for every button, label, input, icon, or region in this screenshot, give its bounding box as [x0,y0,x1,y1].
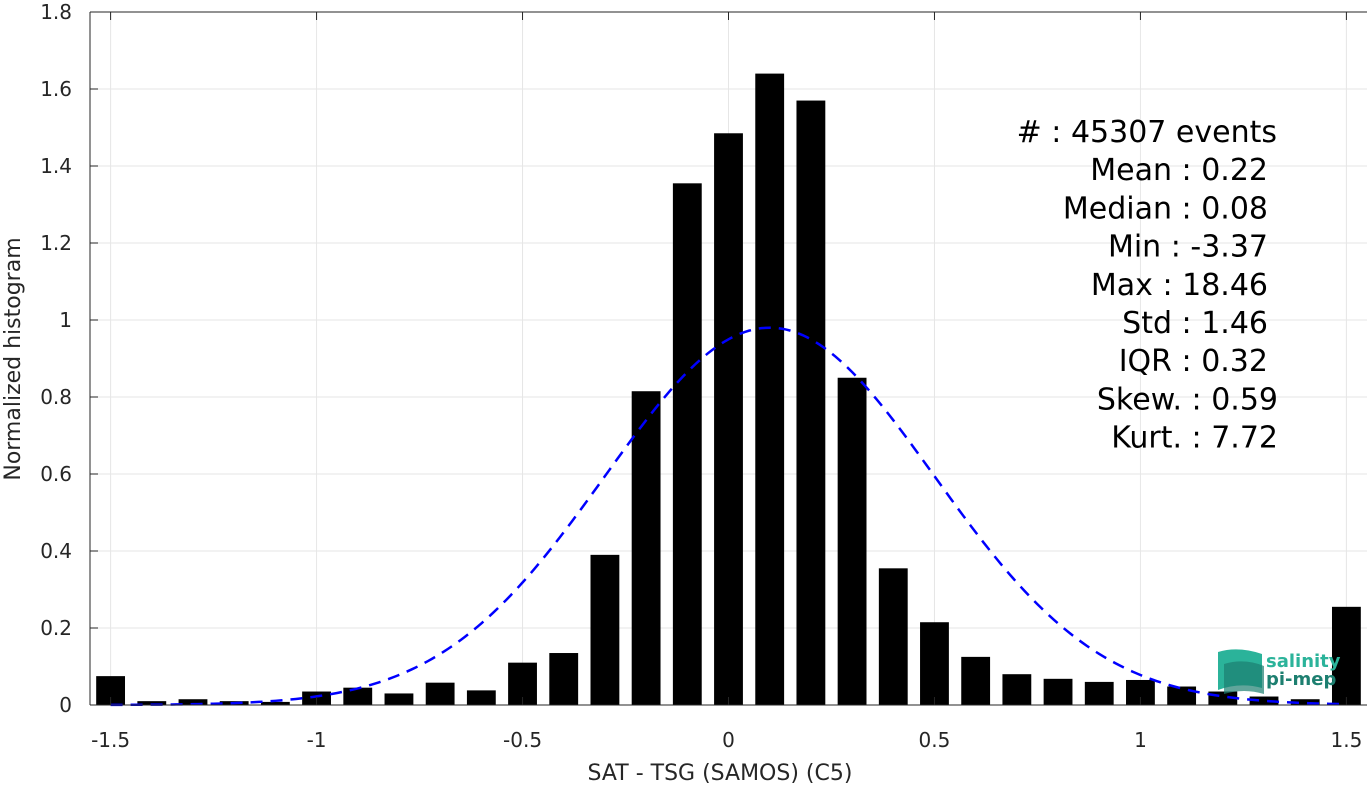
y-tick-label: 1 [59,308,72,332]
histogram-bar [425,682,455,705]
histogram-bar [672,183,702,705]
histogram-bar [549,653,579,705]
x-tick-label: 1.5 [1330,728,1362,752]
logo-text-line2: pi-mep [1266,669,1336,690]
stat-line: Skew. : 0.59 [1097,382,1278,417]
histogram-bar [631,391,661,705]
histogram-bar [178,699,208,705]
histogram-bar [590,554,620,705]
histogram-bar [1331,606,1361,705]
y-tick-label: 0.2 [40,616,72,640]
stat-line: Kurt. : 7.72 [1111,421,1278,456]
logo-text-line1: salinity [1266,651,1341,672]
histogram-bar [1043,678,1073,705]
gaussian-fit [110,326,1347,707]
x-tick-label: 1 [1134,728,1147,752]
histogram-bar [466,690,496,705]
x-tick-label: -1.5 [91,728,130,752]
y-tick-label: 1.2 [40,231,72,255]
y-tick-label: 1.8 [40,0,72,24]
logo-icon [1218,649,1264,694]
y-tick-label: 0.8 [40,385,72,409]
histogram-bar [961,656,991,705]
histogram-bar [1290,699,1320,705]
histogram-bar [1084,681,1114,705]
stat-line: Std : 1.46 [1122,306,1268,341]
histogram-bar [384,693,414,705]
histogram-bar [714,133,743,705]
histogram-bar [260,701,290,705]
y-tick-label: 0 [59,693,72,717]
x-tick-label: -0.5 [503,728,542,752]
y-tick-label: 1.4 [40,154,72,178]
y-tick-label: 0.4 [40,539,72,563]
histogram-bar [1167,686,1197,705]
stat-line: Min : -3.37 [1108,230,1268,265]
histogram-bar [755,73,785,706]
fit-curve [110,326,1347,707]
histogram-bar [837,377,867,705]
histogram-bar [796,100,826,706]
tick-labels: -1.5 -1 -0.5 0 0.5 1 1.5 0 0.2 0.4 0.6 0.8 1 1.2 1.4 1.… [40,0,1362,752]
histogram-bar [920,622,949,705]
y-tick-label: 0.6 [40,462,72,486]
x-tick-label: 0.5 [919,728,951,752]
stat-line: Mean : 0.22 [1090,153,1268,188]
stat-line: IQR : 0.32 [1119,344,1268,379]
x-tick-label: 0 [722,728,735,752]
y-axis-label: Normalized histogram [1,237,26,480]
histogram-bar [1002,674,1032,705]
axes [89,11,1367,706]
salinity-pi-mep-logo: salinity pi-mep [1218,649,1341,694]
histogram-bar [343,687,373,705]
histogram-bar [137,701,167,705]
histogram-bar [1249,696,1279,705]
stat-line: Max : 18.46 [1091,268,1268,303]
stat-line: # : 45307 events [1017,115,1277,150]
x-axis-label: SAT - TSG (SAMOS) (C5) [588,761,853,785]
y-tick-label: 1.6 [40,77,72,101]
stat-line: Median : 0.08 [1063,191,1268,226]
histogram-bar [878,568,908,705]
bars [96,73,1361,706]
x-tick-label: -1 [307,728,327,752]
